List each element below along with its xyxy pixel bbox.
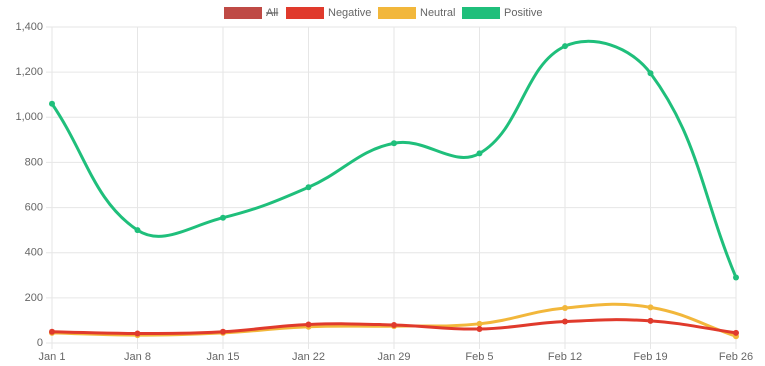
y-tick-label: 800 [25,156,43,168]
y-tick-label: 600 [25,201,43,213]
point[interactable] [647,70,654,77]
legend-swatch[interactable] [286,7,324,19]
point[interactable] [134,227,141,234]
legend-label[interactable]: Positive [504,7,543,19]
point[interactable] [220,328,226,335]
x-tick-label: Jan 1 [39,351,66,363]
y-tick-label: 200 [25,292,43,304]
y-tick-label: 1,400 [15,21,43,33]
point[interactable] [134,330,141,337]
point[interactable] [562,305,568,312]
x-tick-label: Jan 15 [206,351,239,363]
x-tick-label: Feb 5 [465,351,493,363]
point[interactable] [476,150,483,157]
point[interactable] [562,43,568,50]
point[interactable] [562,318,568,325]
y-tick-label: 0 [37,337,43,349]
x-tick-label: Jan 29 [377,351,410,363]
x-tick-label: Feb 19 [633,351,667,363]
point[interactable] [647,304,654,311]
legend-label[interactable]: Neutral [420,7,455,19]
point[interactable] [476,326,483,333]
point[interactable] [49,328,55,335]
point[interactable] [733,274,739,281]
x-tick-label: Feb 26 [719,351,753,363]
y-tick-label: 400 [25,247,43,259]
point[interactable] [305,321,312,328]
legend-label[interactable]: Negative [328,7,371,19]
point[interactable] [391,140,397,147]
point[interactable] [49,100,55,107]
x-tick-label: Feb 12 [548,351,582,363]
point[interactable] [220,214,226,221]
x-tick-label: Jan 22 [292,351,325,363]
legend-swatch[interactable] [462,7,500,19]
y-tick-label: 1,200 [15,66,43,78]
point[interactable] [733,329,739,336]
point[interactable] [391,321,397,328]
x-tick-label: Jan 8 [124,351,151,363]
y-tick-label: 1,000 [15,111,43,123]
legend-swatch[interactable] [378,7,416,19]
point[interactable] [647,317,654,324]
legend-swatch[interactable] [224,7,262,19]
legend-label[interactable]: All [266,7,278,19]
point[interactable] [305,184,312,191]
point[interactable] [476,320,483,327]
